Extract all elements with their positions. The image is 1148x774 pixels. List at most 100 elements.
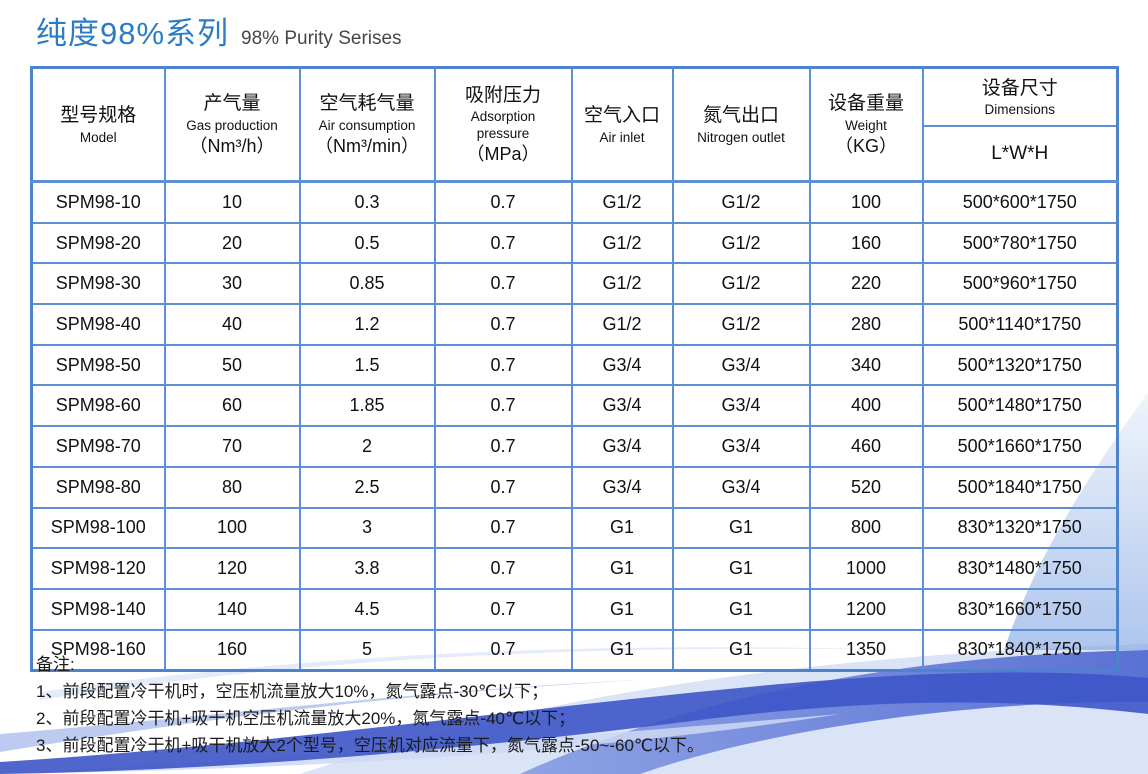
cell-weight: 220 — [808, 262, 924, 306]
cell-air-consumption: 1.2 — [298, 303, 436, 346]
cell-adsorption-pressure: 0.7 — [433, 465, 573, 509]
cell-dimensions: 830*1320*1750 — [921, 506, 1119, 550]
table-row: SPM98-140 140 4.5 0.7 G1 G1 1200 830*1660*1750 — [30, 587, 1119, 631]
col-header-gas-production-en: Gas production — [186, 117, 278, 133]
cell-model: SPM98-20 — [30, 221, 166, 265]
cell-dimensions: 500*960*1750 — [921, 262, 1119, 306]
cell-adsorption-pressure: 0.7 — [433, 180, 573, 224]
page-title-zh: 纯度98%系列 — [36, 16, 230, 51]
cell-weight: 1200 — [808, 587, 924, 631]
cell-air-consumption: 0.5 — [298, 221, 436, 265]
cell-weight: 400 — [808, 384, 924, 428]
cell-dimensions: 500*1840*1750 — [921, 465, 1119, 509]
col-header-air-inlet-zh: 空气入口 — [583, 105, 660, 127]
table-row: SPM98-70 70 2 0.7 G3/4 G3/4 460 500*1660*1750 — [30, 425, 1119, 468]
col-header-dimensions-en: Dimensions — [984, 102, 1056, 118]
col-header-adsorption-pressure: 吸附压力 Adsorption pressure （MPa） — [433, 66, 573, 183]
cell-air-inlet: G1 — [570, 506, 674, 550]
cell-model: SPM98-30 — [30, 262, 166, 306]
cell-model: SPM98-70 — [30, 425, 166, 468]
cell-weight: 800 — [808, 506, 924, 550]
cell-nitrogen-outlet: G3/4 — [671, 343, 811, 387]
col-header-air-consumption-en: Air consumption — [318, 117, 416, 133]
col-header-gas-production: 产气量 Gas production （Nm³/h） — [163, 66, 301, 183]
cell-air-consumption: 0.3 — [298, 180, 436, 224]
cell-model: SPM98-40 — [30, 303, 166, 346]
col-header-gas-production-unit: （Nm³/h） — [189, 135, 275, 156]
table-row: SPM98-60 60 1.85 0.7 G3/4 G3/4 400 500*1480*175… — [30, 384, 1119, 428]
cell-adsorption-pressure: 0.7 — [433, 547, 573, 590]
cell-gas-production: 10 — [163, 180, 301, 224]
cell-weight: 280 — [808, 303, 924, 346]
cell-model: SPM98-80 — [30, 465, 166, 509]
cell-air-inlet: G1 — [570, 628, 674, 672]
col-header-weight-unit: （KG） — [834, 135, 897, 156]
cell-nitrogen-outlet: G3/4 — [671, 384, 811, 428]
remarks-section: 备注: 1、前段配置冷干机时，空压机流量放大10%，氮气露点-30℃以下； 2、… — [36, 651, 704, 759]
cell-gas-production: 140 — [163, 587, 301, 631]
col-header-weight-en: Weight — [845, 117, 887, 133]
cell-dimensions: 500*1140*1750 — [921, 303, 1119, 346]
col-header-model: 型号规格 Model — [30, 66, 166, 183]
col-header-air-consumption: 空气耗气量 Air consumption （Nm³/min） — [298, 66, 436, 183]
col-header-model-en: Model — [79, 129, 117, 145]
cell-weight: 460 — [808, 425, 924, 468]
col-header-weight: 设备重量 Weight （KG） — [808, 66, 924, 183]
col-header-air-consumption-zh: 空气耗气量 — [319, 92, 415, 114]
cell-dimensions: 500*1660*1750 — [921, 425, 1119, 468]
cell-gas-production: 70 — [163, 425, 301, 468]
col-header-adsorption-pressure-zh: 吸附压力 — [464, 84, 541, 106]
col-header-nitrogen-outlet-zh: 氮气出口 — [702, 105, 779, 127]
cell-weight: 100 — [808, 180, 924, 224]
cell-dimensions: 830*1660*1750 — [921, 587, 1119, 631]
cell-nitrogen-outlet: G1 — [671, 587, 811, 631]
cell-adsorption-pressure: 0.7 — [433, 262, 573, 306]
cell-nitrogen-outlet: G3/4 — [671, 465, 811, 509]
cell-dimensions: 830*1480*1750 — [921, 547, 1119, 590]
cell-nitrogen-outlet: G1/2 — [671, 221, 811, 265]
table-row: SPM98-20 20 0.5 0.7 G1/2 G1/2 160 500*780*1750 — [30, 221, 1119, 265]
col-header-air-consumption-unit: （Nm³/min） — [315, 135, 419, 156]
cell-model: SPM98-120 — [30, 547, 166, 590]
col-header-nitrogen-outlet-en: Nitrogen outlet — [697, 129, 785, 145]
cell-air-inlet: G1/2 — [570, 180, 674, 224]
cell-nitrogen-outlet: G1/2 — [671, 180, 811, 224]
cell-model: SPM98-140 — [30, 587, 166, 631]
cell-air-inlet: G3/4 — [570, 343, 674, 387]
spec-table: 型号规格 Model 产气量 Gas production （Nm³/h） 空气… — [30, 66, 1119, 673]
cell-nitrogen-outlet: G1 — [671, 506, 811, 550]
cell-air-inlet: G1/2 — [570, 303, 674, 346]
cell-air-inlet: G1/2 — [570, 221, 674, 265]
cell-air-consumption: 3.8 — [298, 547, 436, 590]
cell-model: SPM98-100 — [30, 506, 166, 550]
cell-air-consumption: 2 — [298, 425, 436, 468]
col-header-dimensions-lwh: L*W*H — [921, 125, 1119, 183]
cell-air-inlet: G1/2 — [570, 262, 674, 306]
cell-nitrogen-outlet: G1 — [671, 628, 811, 672]
col-header-gas-production-zh: 产气量 — [203, 92, 261, 114]
table-row: SPM98-160 160 5 0.7 G1 G1 1350 830*1840*1750 — [30, 628, 1119, 672]
cell-air-inlet: G1 — [570, 547, 674, 590]
cell-weight: 1000 — [808, 547, 924, 590]
cell-gas-production: 30 — [163, 262, 301, 306]
cell-air-inlet: G3/4 — [570, 384, 674, 428]
cell-gas-production: 80 — [163, 465, 301, 509]
cell-nitrogen-outlet: G1/2 — [671, 262, 811, 306]
remark-item-1: 1、前段配置冷干机时，空压机流量放大10%，氮气露点-30℃以下； — [36, 682, 549, 701]
cell-adsorption-pressure: 0.7 — [433, 384, 573, 428]
cell-adsorption-pressure: 0.7 — [433, 506, 573, 550]
table-row: SPM98-100 100 3 0.7 G1 G1 800 830*1320*1750 — [30, 506, 1119, 550]
col-header-air-inlet: 空气入口 Air inlet — [570, 66, 674, 183]
table-row: SPM98-30 30 0.85 0.7 G1/2 G1/2 220 500*960*1750 — [30, 262, 1119, 306]
table-row: SPM98-120 120 3.8 0.7 G1 G1 1000 830*1480*1750 — [30, 547, 1119, 590]
cell-adsorption-pressure: 0.7 — [433, 221, 573, 265]
cell-model: SPM98-10 — [30, 180, 166, 224]
cell-adsorption-pressure: 0.7 — [433, 425, 573, 468]
col-header-model-zh: 型号规格 — [60, 105, 137, 127]
cell-air-consumption: 4.5 — [298, 587, 436, 631]
cell-dimensions: 830*1840*1750 — [921, 628, 1119, 672]
spec-table-body: SPM98-10 10 0.3 0.7 G1/2 G1/2 100 500*600*1750 S… — [30, 180, 1119, 672]
cell-weight: 1350 — [808, 628, 924, 672]
table-row: SPM98-80 80 2.5 0.7 G3/4 G3/4 520 500*1840*1750 — [30, 465, 1119, 509]
remarks-label: 备注: — [36, 655, 75, 674]
